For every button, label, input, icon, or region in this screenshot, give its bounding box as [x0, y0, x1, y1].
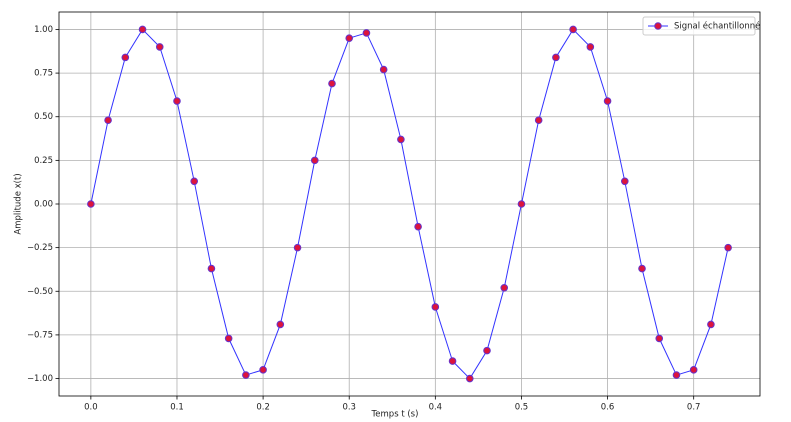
data-point	[569, 25, 577, 34]
y-axis-label: Amplitude x(t)	[14, 173, 24, 234]
data-point	[414, 222, 422, 231]
data-point	[310, 156, 319, 165]
data-point	[224, 334, 233, 343]
data-point	[397, 135, 405, 144]
legend-box	[642, 16, 756, 36]
data-point	[362, 29, 371, 37]
data-point	[707, 320, 715, 329]
x-tick-label: 0.0	[84, 403, 98, 413]
y-tick-label: −1.00	[27, 374, 53, 384]
x-axis-label: Temps t (s)	[371, 410, 419, 420]
series-line	[90, 28, 729, 380]
data-point	[586, 43, 595, 51]
data-point	[672, 371, 681, 379]
data-point	[655, 334, 664, 343]
y-tick-label: −0.50	[27, 287, 53, 297]
data-point	[552, 53, 560, 62]
x-tick-label: 0.7	[687, 403, 701, 413]
y-tick-label: 1.00	[34, 25, 53, 35]
y-tick-label: 0.50	[34, 112, 53, 122]
data-point	[534, 116, 543, 125]
y-tick-label: 0.75	[34, 69, 53, 79]
x-tick-label: 0.3	[342, 403, 356, 413]
data-point	[638, 264, 646, 273]
data-point	[379, 65, 388, 74]
y-tick-label: −0.25	[27, 243, 53, 253]
data-point	[242, 371, 250, 379]
data-point	[517, 200, 526, 208]
y-tick-label: −0.75	[27, 330, 53, 340]
x-tick-label: 0.5	[515, 403, 529, 413]
data-point	[603, 97, 612, 105]
data-point	[138, 25, 147, 34]
plot-frame	[58, 11, 761, 397]
data-point	[155, 43, 164, 51]
x-tick-label: 0.1	[170, 403, 184, 413]
data-point	[500, 283, 509, 292]
data-point	[293, 243, 302, 252]
data-point	[448, 357, 457, 365]
data-point	[190, 177, 199, 186]
data-point	[465, 374, 474, 383]
data-point	[620, 177, 629, 186]
x-tick-label: 0.6	[601, 403, 615, 413]
data-point	[483, 346, 491, 355]
data-point	[724, 243, 732, 252]
data-point	[259, 366, 267, 374]
data-point	[207, 264, 216, 273]
data-point	[87, 200, 95, 208]
data-point	[345, 34, 354, 42]
data-point	[689, 366, 698, 374]
data-point	[276, 320, 285, 329]
y-tick-label: 0.25	[34, 156, 53, 166]
legend-label: Signal échantillonné	[674, 21, 760, 32]
data-point	[121, 53, 130, 62]
y-tick-label: 0.00	[34, 200, 53, 210]
data-point	[104, 116, 112, 125]
legend-marker	[654, 22, 662, 30]
x-tick-label: 0.4	[429, 403, 443, 413]
x-tick-label: 0.2	[256, 403, 270, 413]
data-point	[173, 97, 181, 105]
data-point	[431, 303, 440, 311]
data-point	[328, 79, 336, 88]
